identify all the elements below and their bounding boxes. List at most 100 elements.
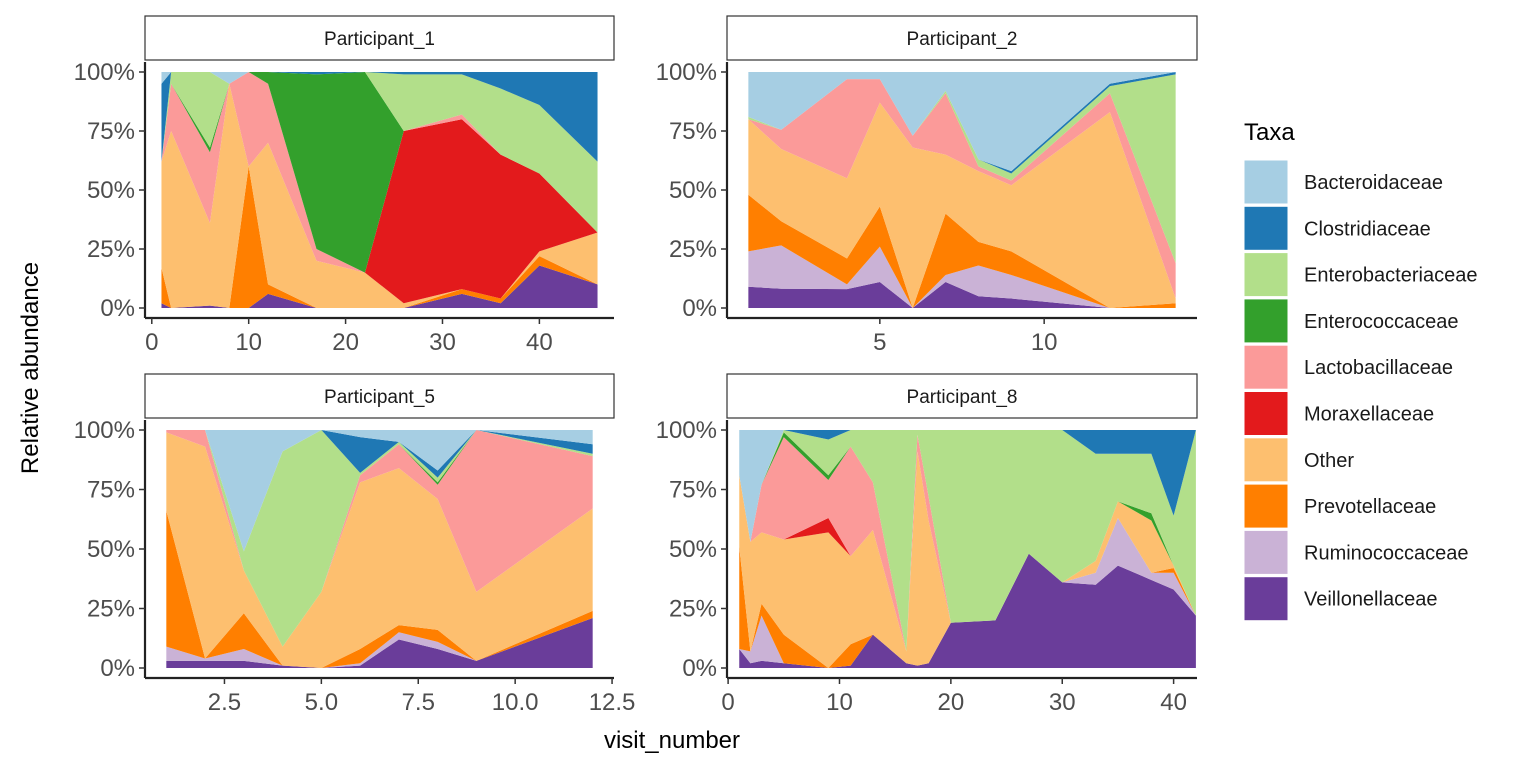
area-series-group bbox=[739, 430, 1196, 668]
facet-strip bbox=[726, 15, 1198, 61]
y-tick-label: 0% bbox=[100, 295, 135, 322]
facet-strip-label: Participant_1 bbox=[324, 29, 435, 50]
area-clostridiaceae bbox=[161, 72, 598, 162]
area-enterobacteriaceae bbox=[166, 430, 593, 647]
legend-swatch bbox=[1243, 529, 1289, 575]
x-tick-label: 40 bbox=[1160, 689, 1187, 716]
x-tick-label: 10 bbox=[826, 689, 853, 716]
y-tick-label: 100% bbox=[74, 59, 135, 86]
area-prevotellaceae bbox=[748, 194, 1176, 308]
x-tick-label: 10 bbox=[235, 329, 262, 356]
area-veillonellaceae bbox=[748, 282, 1176, 308]
legend-label: Clostridiaceae bbox=[1304, 218, 1431, 240]
legend-label: Prevotellaceae bbox=[1304, 496, 1436, 518]
y-tick-label: 25% bbox=[87, 236, 135, 263]
y-tick-label: 75% bbox=[87, 477, 135, 504]
legend-title: Taxa bbox=[1244, 119, 1295, 146]
y-tick-label: 0% bbox=[682, 295, 717, 322]
legend-items: Bacteroidaceae Clostridiaceae Enterobacter… bbox=[1243, 159, 1477, 622]
legend-label: Lactobacillaceae bbox=[1304, 357, 1453, 379]
area-series-group bbox=[166, 430, 593, 668]
area-other bbox=[748, 102, 1176, 309]
y-tick-label: 25% bbox=[87, 596, 135, 623]
x-tick-label: 30 bbox=[429, 329, 456, 356]
facets-layer: Participant_10%25%50%75%100%0 10 20 30 40Par… bbox=[74, 15, 1198, 716]
x-tick-label: 0 bbox=[145, 329, 158, 356]
facet-panel: Participant_5 0% 25% 50% 75% 100% 2.5 5.0 7.5 10.… bbox=[74, 373, 635, 716]
legend-swatch bbox=[1243, 159, 1289, 205]
legend-item: Clostridiaceae bbox=[1243, 205, 1431, 251]
x-axis-title: visit_number bbox=[604, 727, 740, 754]
area-other bbox=[739, 451, 1196, 668]
area-bacteroidaceae bbox=[166, 430, 593, 552]
legend-swatch bbox=[1243, 576, 1289, 622]
area-other bbox=[161, 83, 598, 308]
legend-item: Veillonellaceae bbox=[1243, 576, 1437, 622]
y-axis-title: Relative abundance bbox=[17, 262, 44, 474]
x-tick-label: 40 bbox=[526, 329, 553, 356]
y-tick-label: 25% bbox=[669, 596, 717, 623]
area-clostridiaceae bbox=[166, 430, 593, 552]
area-enterobacteriaceae bbox=[161, 72, 598, 233]
legend-label: Bacteroidaceae bbox=[1304, 172, 1443, 194]
legend-swatch bbox=[1243, 437, 1289, 483]
area-veillonellaceae bbox=[166, 618, 593, 668]
area-bacteroidaceae bbox=[748, 72, 1176, 172]
area-veillonellaceae bbox=[161, 265, 598, 308]
x-tick-label: 7.5 bbox=[402, 689, 435, 716]
legend-item: Ruminococcaceae bbox=[1243, 529, 1469, 575]
legend-swatch bbox=[1243, 483, 1289, 529]
y-tick-label: 50% bbox=[669, 536, 717, 563]
legend-item: Prevotellaceae bbox=[1243, 483, 1436, 529]
legend-label: Moraxellaceae bbox=[1304, 404, 1434, 426]
facet-panel: Participant_2 0% 25% 50% 75% 100% 5 10 bbox=[656, 15, 1198, 356]
x-tick-label: 5 bbox=[873, 329, 886, 356]
legend-item: Lactobacillaceae bbox=[1243, 344, 1453, 390]
area-enterobacteriaceae bbox=[748, 74, 1176, 264]
facet-strip bbox=[144, 373, 615, 419]
area-prevotellaceae bbox=[161, 166, 598, 308]
x-tick-label: 10.0 bbox=[492, 689, 539, 716]
facet-strip-label: Participant_5 bbox=[324, 387, 435, 408]
y-tick-label: 75% bbox=[669, 477, 717, 504]
y-tick-label: 0% bbox=[100, 655, 135, 682]
area-veillonellaceae bbox=[739, 553, 1196, 668]
legend-swatch bbox=[1243, 298, 1289, 344]
x-tick-label: 5.0 bbox=[305, 689, 338, 716]
y-tick-label: 50% bbox=[669, 177, 717, 204]
y-tick-label: 50% bbox=[87, 536, 135, 563]
legend-swatch bbox=[1243, 391, 1289, 436]
legend-swatch bbox=[1243, 205, 1289, 251]
x-tick-label: 20 bbox=[332, 329, 359, 356]
legend-item: Enterobacteriaceae bbox=[1243, 252, 1477, 298]
y-tick-label: 100% bbox=[656, 417, 717, 444]
x-tick-label: 20 bbox=[938, 689, 965, 716]
area-lactobacillaceae bbox=[739, 434, 1196, 652]
facet-panel: Participant_1 0% 25% 50% 75% 100% 0 10 20 30 40 bbox=[74, 15, 615, 356]
legend-label: Veillonellaceae bbox=[1304, 589, 1437, 611]
area-lactobacillaceae bbox=[161, 72, 598, 273]
y-tick-label: 100% bbox=[74, 417, 135, 444]
facet-panel: Participant_8 0% 25% 50% 75% 100% 0 10 20 30 40 bbox=[656, 373, 1198, 716]
legend-item: Moraxellaceae bbox=[1243, 391, 1434, 436]
legend-swatch bbox=[1243, 344, 1289, 390]
area-lactobacillaceae bbox=[748, 79, 1176, 299]
legend-label: Other bbox=[1304, 450, 1354, 472]
area-enterococcaceae bbox=[161, 72, 598, 273]
area-moraxellaceae bbox=[161, 83, 598, 304]
y-tick-label: 0% bbox=[682, 655, 717, 682]
area-series-group bbox=[748, 72, 1176, 309]
facet-strip bbox=[144, 15, 615, 61]
legend-swatch bbox=[1243, 252, 1289, 298]
facet-strip-label: Participant_8 bbox=[907, 387, 1018, 408]
legend-label: Ruminococcaceae bbox=[1304, 542, 1469, 564]
legend: Taxa Bacteroidaceae Clostridiaceae Enterob… bbox=[1243, 119, 1477, 622]
y-tick-label: 100% bbox=[656, 59, 717, 86]
area-enterobacteriaceae bbox=[739, 430, 1196, 652]
legend-item: Enterococcaceae bbox=[1243, 298, 1459, 344]
area-clostridiaceae bbox=[739, 430, 1196, 542]
x-tick-label: 2.5 bbox=[208, 689, 241, 716]
facet-strip-label: Participant_2 bbox=[907, 29, 1018, 50]
area-series-group bbox=[161, 72, 598, 308]
